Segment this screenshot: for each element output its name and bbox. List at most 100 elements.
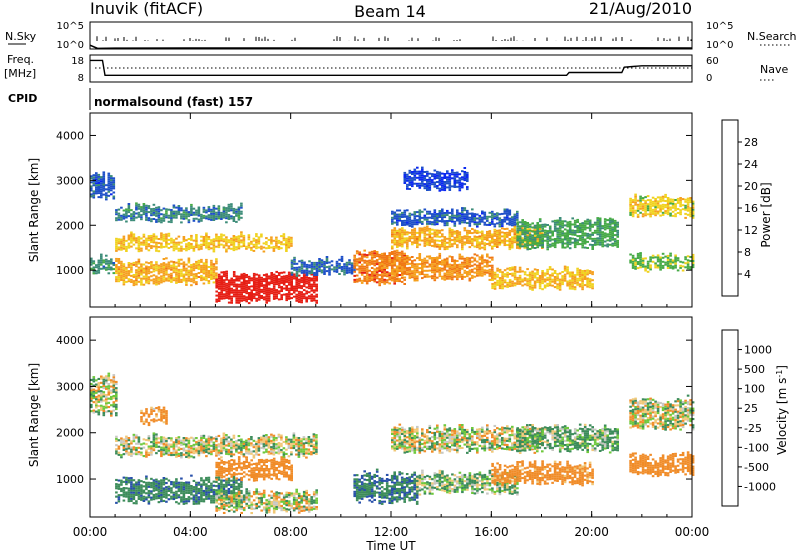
data-cell: [310, 265, 314, 268]
data-cell: [398, 266, 402, 269]
data-cell: [508, 240, 512, 243]
data-cell: [355, 258, 359, 261]
data-cell: [100, 404, 103, 407]
data-cell: [120, 244, 123, 247]
data-cell: [353, 258, 356, 261]
data-cell: [395, 255, 399, 258]
data-cell: [669, 258, 672, 261]
data-cell: [210, 210, 213, 213]
data-cell: [506, 283, 509, 286]
data-cell: [581, 222, 584, 225]
data-cell: [97, 411, 101, 414]
data-cell: [325, 262, 329, 264]
data-cell: [365, 266, 369, 269]
data-cell: [396, 241, 399, 244]
data-cell: [413, 239, 417, 242]
data-cell: [471, 256, 474, 259]
data-cell: [654, 204, 657, 207]
data-cell: [222, 273, 226, 276]
data-cell: [486, 223, 489, 226]
data-cell: [220, 291, 223, 294]
data-cell: [105, 377, 108, 380]
data-cell: [669, 266, 672, 269]
data-cell: [428, 238, 432, 240]
data-cell: [478, 243, 482, 246]
data-cell: [242, 275, 246, 277]
data-cell: [671, 206, 675, 209]
data-cell: [235, 299, 238, 302]
data-cell: [318, 262, 321, 264]
data-cell: [192, 263, 196, 266]
data-cell: [608, 233, 612, 236]
data-cell: [152, 245, 156, 248]
data-cell: [222, 234, 226, 237]
data-cell: [378, 257, 381, 260]
data-cell: [115, 219, 118, 222]
data-cell: [378, 274, 381, 277]
data-cell: [308, 264, 311, 267]
data-cell: [611, 242, 614, 245]
data-cell: [548, 280, 552, 283]
data-cell: [290, 281, 293, 283]
data-cell: [563, 236, 567, 239]
data-cell: [561, 234, 564, 237]
data-cell: [601, 227, 604, 230]
data-cell: [496, 269, 499, 272]
data-cell: [421, 271, 424, 273]
data-cell: [292, 295, 296, 298]
data-cell: [598, 223, 602, 226]
data-cell: [177, 481, 181, 484]
data-cell: [115, 403, 118, 406]
data-cell: [267, 275, 271, 278]
data-cell: [613, 219, 617, 222]
data-cell: [120, 262, 123, 265]
data-cell: [568, 223, 572, 225]
data-cell: [411, 260, 414, 263]
data-cell: [222, 240, 226, 243]
data-cell: [212, 244, 216, 247]
data-cell: [265, 237, 268, 240]
data-cell: [516, 210, 519, 213]
data-cell: [518, 243, 522, 246]
data-cell: [200, 271, 203, 273]
data-cell: [230, 287, 233, 290]
data-cell: [187, 483, 191, 486]
data-cell: [152, 203, 156, 206]
data-cell: [666, 197, 670, 199]
data-cell: [162, 258, 166, 260]
data-cell: [531, 230, 534, 233]
data-cell: [403, 178, 407, 180]
data-cell: [232, 279, 236, 282]
data-cell: [235, 238, 238, 241]
data-cell: [135, 271, 138, 274]
data-cell: [556, 231, 559, 234]
data-cell: [506, 281, 509, 284]
data-cell: [471, 244, 474, 247]
data-cell: [666, 213, 670, 216]
data-cell: [192, 486, 196, 489]
data-cell: [501, 273, 504, 276]
data-cell: [307, 281, 311, 284]
data-cell: [416, 267, 419, 270]
data-cell: [110, 395, 113, 398]
data-cell: [318, 260, 321, 262]
data-cell: [531, 242, 534, 245]
data-cell: [473, 215, 477, 218]
data-cell: [192, 502, 196, 505]
data-cell: [543, 239, 547, 242]
data-cell: [684, 208, 687, 211]
data-cell: [205, 209, 208, 212]
data-cell: [125, 245, 128, 248]
data-cell: [370, 258, 374, 261]
data-cell: [461, 265, 464, 268]
data-cell: [177, 487, 181, 490]
data-cell: [613, 228, 617, 230]
data-cell: [468, 246, 472, 249]
data-cell: [307, 291, 311, 294]
data-cell: [272, 273, 276, 276]
data-cell: [446, 182, 449, 185]
data-cell: [90, 175, 93, 178]
data-cell: [441, 243, 444, 246]
data-cell: [165, 235, 168, 238]
data-cell: [172, 267, 176, 270]
